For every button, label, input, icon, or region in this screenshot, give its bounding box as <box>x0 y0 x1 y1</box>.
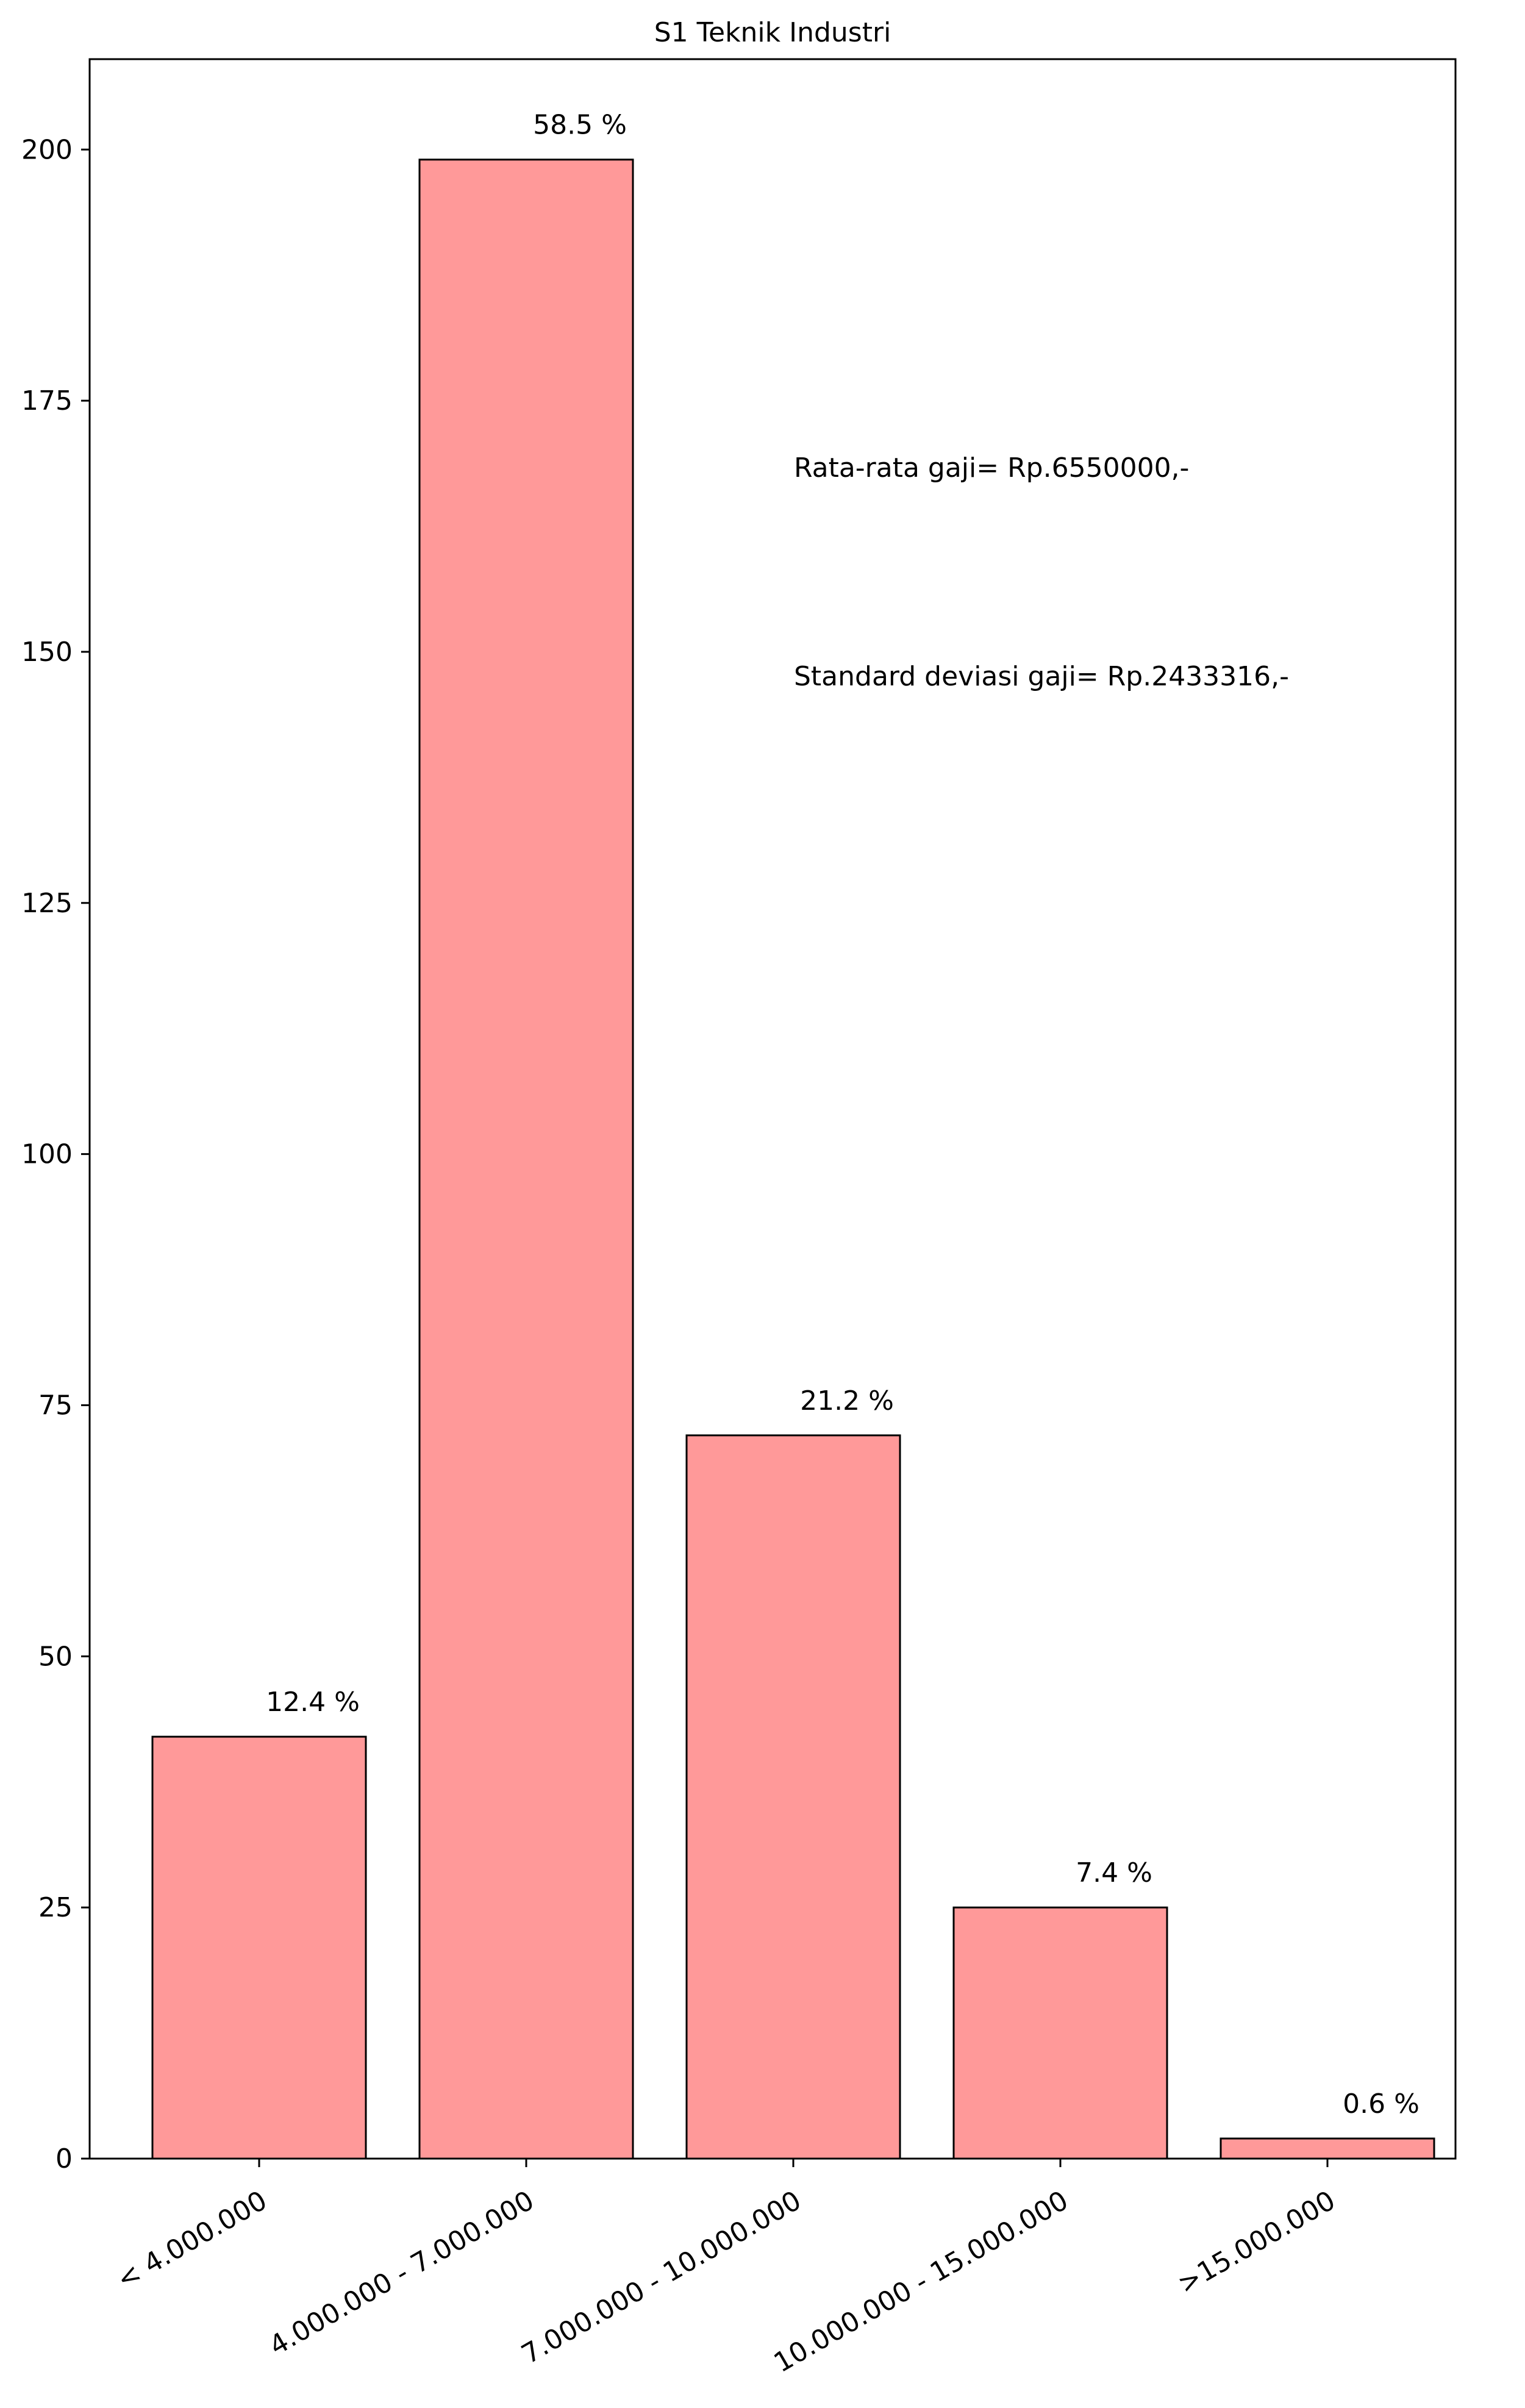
y-tick-label-0: 0 <box>55 2143 73 2174</box>
bar-3 <box>952 1906 1168 2160</box>
annotation-std-salary: Standard deviasi gaji= Rp.2433316,- <box>794 661 1289 692</box>
y-tick-label-8: 200 <box>21 134 73 165</box>
y-tick-label-6: 150 <box>21 637 73 668</box>
data-labels-layer: 12.4 % 58.5 % 21.2 % 7.4 % 0.6 % <box>266 110 1420 2120</box>
bar-1 <box>418 159 634 2160</box>
plot-frame <box>88 58 1457 2160</box>
annotation-mean-salary: Rata-rata gaji= Rp.6550000,- <box>794 452 1189 484</box>
y-tick-label-5: 125 <box>21 888 73 919</box>
bars-layer <box>151 159 1435 2160</box>
chart-title: S1 Teknik Industri <box>654 17 891 48</box>
bar-0 <box>151 1735 367 2160</box>
y-axis: 0 25 50 75 100 125 150 175 200 <box>21 134 90 2174</box>
data-label-2: 21.2 % <box>800 1385 894 1417</box>
data-label-3: 7.4 % <box>1076 1857 1152 1888</box>
y-tick-label-7: 175 <box>21 385 73 416</box>
data-label-0: 12.4 % <box>266 1687 360 1718</box>
data-label-1: 58.5 % <box>533 110 627 141</box>
y-tick-label-1: 25 <box>38 1892 73 1923</box>
bar-4 <box>1220 2137 1435 2160</box>
y-tick-label-2: 50 <box>38 1641 73 1672</box>
bar-2 <box>685 1434 901 2160</box>
y-tick-label-4: 100 <box>21 1139 73 1170</box>
y-tick-label-3: 75 <box>38 1390 73 1421</box>
data-label-4: 0.6 % <box>1343 2088 1420 2120</box>
